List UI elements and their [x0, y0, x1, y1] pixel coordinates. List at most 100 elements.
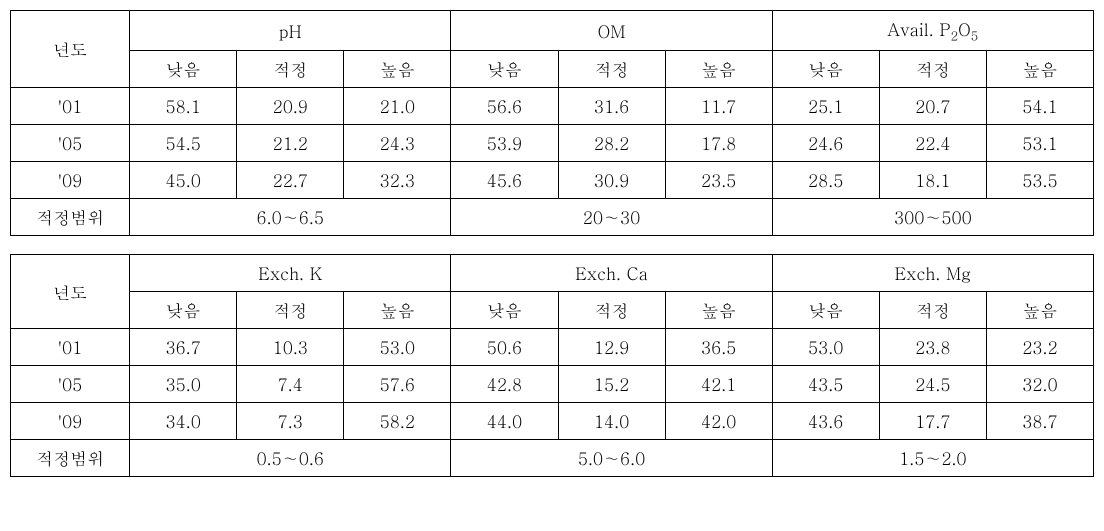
soil-data-table-2: 년도 Exch. K Exch. Ca Exch. Mg 낮음 적정 높음 낮음…: [10, 254, 1094, 477]
data-cell: 34.0: [130, 403, 237, 440]
data-cell: 17.7: [879, 403, 986, 440]
header-row-2: 낮음 적정 높음 낮음 적정 높음 낮음 적정 높음: [11, 51, 1094, 88]
data-cell: 22.4: [879, 125, 986, 162]
range-row: 적정범위 6.0∼6.5 20∼30 300∼500: [11, 199, 1094, 236]
data-cell: 12.9: [558, 329, 665, 366]
data-cell: 43.6: [772, 403, 879, 440]
data-cell: 22.7: [237, 162, 344, 199]
sub-header: 높음: [344, 292, 451, 329]
sub-header: 높음: [986, 51, 1093, 88]
header-row-1: 년도 Exch. K Exch. Ca Exch. Mg: [11, 255, 1094, 292]
year-cell: '05: [11, 125, 130, 162]
sub-header: 높음: [665, 51, 772, 88]
range-cell: 300∼500: [772, 199, 1093, 236]
data-cell: 50.6: [451, 329, 558, 366]
data-cell: 42.8: [451, 366, 558, 403]
data-cell: 53.0: [772, 329, 879, 366]
year-cell: '01: [11, 329, 130, 366]
data-cell: 23.2: [986, 329, 1093, 366]
data-cell: 42.0: [665, 403, 772, 440]
data-cell: 53.1: [986, 125, 1093, 162]
data-cell: 14.0: [558, 403, 665, 440]
sub-header: 높음: [665, 292, 772, 329]
sub-header: 적정: [237, 292, 344, 329]
data-cell: 24.3: [344, 125, 451, 162]
range-cell: 20∼30: [451, 199, 772, 236]
data-cell: 10.3: [237, 329, 344, 366]
data-cell: 57.6: [344, 366, 451, 403]
sub-header: 높음: [986, 292, 1093, 329]
data-cell: 25.1: [772, 88, 879, 125]
sub-header: 낮음: [451, 292, 558, 329]
data-cell: 20.7: [879, 88, 986, 125]
data-cell: 58.2: [344, 403, 451, 440]
range-cell: 5.0∼6.0: [451, 440, 772, 477]
sub-header: 높음: [344, 51, 451, 88]
sub-header: 적정: [879, 292, 986, 329]
data-cell: 18.1: [879, 162, 986, 199]
range-label: 적정범위: [11, 440, 130, 477]
year-cell: '05: [11, 366, 130, 403]
range-row: 적정범위 0.5∼0.6 5.0∼6.0 1.5∼2.0: [11, 440, 1094, 477]
sub-header: 적정: [558, 51, 665, 88]
sub-header: 낮음: [772, 292, 879, 329]
data-cell: 43.5: [772, 366, 879, 403]
data-cell: 36.5: [665, 329, 772, 366]
table-row: '05 35.0 7.4 57.6 42.8 15.2 42.1 43.5 24…: [11, 366, 1094, 403]
data-cell: 54.5: [130, 125, 237, 162]
sub-header: 적정: [558, 292, 665, 329]
table-row: '05 54.5 21.2 24.3 53.9 28.2 17.8 24.6 2…: [11, 125, 1094, 162]
year-header: 년도: [11, 255, 130, 329]
data-cell: 45.6: [451, 162, 558, 199]
data-cell: 24.5: [879, 366, 986, 403]
data-cell: 44.0: [451, 403, 558, 440]
header-row-1: 년도 pH OM Avail. P2O5: [11, 11, 1094, 51]
data-cell: 54.1: [986, 88, 1093, 125]
data-cell: 53.9: [451, 125, 558, 162]
data-cell: 28.2: [558, 125, 665, 162]
data-cell: 20.9: [237, 88, 344, 125]
group-header-ph: pH: [130, 11, 451, 51]
range-cell: 6.0∼6.5: [130, 199, 451, 236]
data-cell: 24.6: [772, 125, 879, 162]
group-header-ca: Exch. Ca: [451, 255, 772, 292]
header-row-2: 낮음 적정 높음 낮음 적정 높음 낮음 적정 높음: [11, 292, 1094, 329]
data-cell: 7.3: [237, 403, 344, 440]
sub-header: 적정: [237, 51, 344, 88]
data-cell: 53.0: [344, 329, 451, 366]
data-cell: 35.0: [130, 366, 237, 403]
year-cell: '09: [11, 403, 130, 440]
data-cell: 11.7: [665, 88, 772, 125]
data-cell: 21.2: [237, 125, 344, 162]
sub-header: 낮음: [130, 292, 237, 329]
sub-header: 낮음: [451, 51, 558, 88]
group-header-p2o5: Avail. P2O5: [772, 11, 1093, 51]
data-cell: 7.4: [237, 366, 344, 403]
data-cell: 42.1: [665, 366, 772, 403]
soil-data-table-1: 년도 pH OM Avail. P2O5 낮음 적정 높음 낮음 적정 높음 낮…: [10, 10, 1094, 236]
year-header: 년도: [11, 11, 130, 88]
sub-header: 적정: [879, 51, 986, 88]
data-cell: 28.5: [772, 162, 879, 199]
data-cell: 58.1: [130, 88, 237, 125]
group-header-om: OM: [451, 11, 772, 51]
data-cell: 32.3: [344, 162, 451, 199]
data-cell: 15.2: [558, 366, 665, 403]
data-cell: 45.0: [130, 162, 237, 199]
data-cell: 38.7: [986, 403, 1093, 440]
data-cell: 23.5: [665, 162, 772, 199]
data-cell: 17.8: [665, 125, 772, 162]
sub-header: 낮음: [772, 51, 879, 88]
range-label: 적정범위: [11, 199, 130, 236]
sub-header: 낮음: [130, 51, 237, 88]
table-row: '01 58.1 20.9 21.0 56.6 31.6 11.7 25.1 2…: [11, 88, 1094, 125]
data-cell: 30.9: [558, 162, 665, 199]
group-header-k: Exch. K: [130, 255, 451, 292]
data-cell: 53.5: [986, 162, 1093, 199]
data-cell: 21.0: [344, 88, 451, 125]
data-cell: 32.0: [986, 366, 1093, 403]
range-cell: 0.5∼0.6: [130, 440, 451, 477]
year-cell: '01: [11, 88, 130, 125]
table-row: '01 36.7 10.3 53.0 50.6 12.9 36.5 53.0 2…: [11, 329, 1094, 366]
data-cell: 31.6: [558, 88, 665, 125]
